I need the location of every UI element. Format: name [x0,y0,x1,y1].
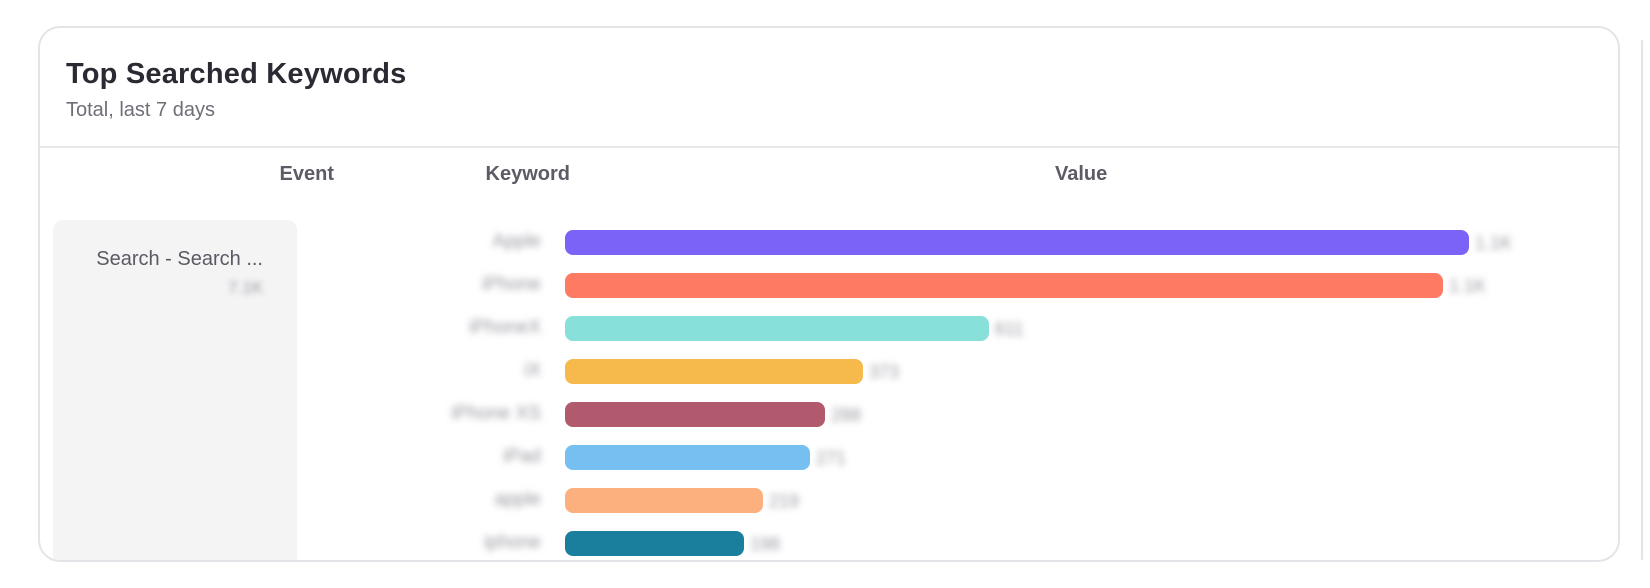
keyword-row[interactable]: iphone 198 [40,529,1618,557]
keyword-bar[interactable] [565,445,810,470]
keyword-bar[interactable] [565,402,825,427]
card-title: Top Searched Keywords [66,58,407,90]
keyword-row[interactable]: iPad 271 [40,443,1618,471]
event-name: Search - Search ... [96,248,263,270]
keyword-value: 198 [750,534,781,554]
keyword-value: 611 [995,319,1024,339]
keyword-label: iPhoneX [469,317,541,338]
adjacent-card-edge [1641,40,1643,560]
keyword-value: 271 [816,448,847,468]
keyword-row[interactable]: iPhone 1.1K [40,271,1618,299]
keyword-row[interactable]: apple 219 [40,486,1618,514]
keyword-label: iX [524,360,541,381]
card-subtitle: Total, last 7 days [66,99,215,121]
event-cell[interactable]: Search - Search ... 7.1K [53,220,297,560]
keyword-value: 1.1K [1475,233,1513,253]
keyword-bar[interactable] [565,488,763,513]
keyword-bar[interactable] [565,531,744,556]
keyword-bar[interactable] [565,230,1469,255]
keyword-bar[interactable] [565,273,1443,298]
keyword-label: apple [494,489,542,510]
report-card: Top Searched Keywords Total, last 7 days… [38,26,1620,562]
keyword-row[interactable]: Apple 1.1K [40,228,1618,256]
keyword-label: Apple [492,231,541,252]
keyword-bar[interactable] [565,359,863,384]
column-header-keyword[interactable]: Keyword [485,163,570,185]
keyword-row[interactable]: iPhoneX 611 [40,314,1618,342]
keyword-value: 373 [869,362,900,382]
keyword-value: 1.1K [1449,276,1487,296]
header-divider [40,146,1618,148]
keyword-label: iPad [502,446,541,467]
column-header-value[interactable]: Value [1055,163,1108,185]
keyword-value: 219 [769,491,800,511]
keyword-row[interactable]: iPhone XS 288 [40,400,1618,428]
column-header-event[interactable]: Event [279,163,334,185]
event-total: 7.1K [228,278,263,297]
keyword-label: iPhone [481,274,541,295]
keyword-label: iPhone XS [451,403,541,424]
keyword-label: iphone [483,532,541,553]
keyword-row[interactable]: iX 373 [40,357,1618,385]
keyword-value: 288 [831,405,862,425]
keyword-bar[interactable] [565,316,989,341]
